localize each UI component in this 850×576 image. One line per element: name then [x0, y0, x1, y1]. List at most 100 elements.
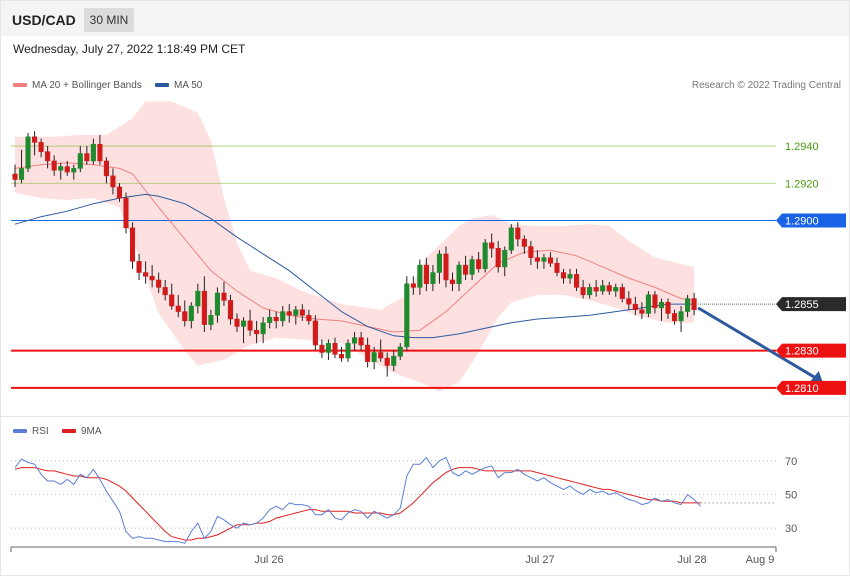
- legend-ma50-label: MA 50: [174, 80, 203, 91]
- legend-ma20-swatch: [13, 83, 27, 88]
- candle-body-93: [619, 287, 625, 299]
- candle-body-51: [345, 342, 351, 359]
- candle-body-102: [678, 311, 684, 322]
- candle-body-3: [32, 136, 38, 143]
- candle-body-40: [273, 316, 279, 322]
- rsi-tick-label-2: 30: [785, 523, 797, 535]
- symbol-label: USD/CAD: [12, 12, 76, 28]
- candle-body-97: [645, 294, 651, 314]
- rsi-9ma-line: [14, 467, 701, 541]
- candle-body-4: [38, 142, 44, 152]
- datetime-label: Wednesday, July 27, 2022 1:18:49 PM CET: [13, 42, 246, 56]
- candle-body-73: [489, 242, 495, 249]
- candles-group: [12, 131, 697, 377]
- candle-body-33: [227, 300, 234, 320]
- candle-body-92: [613, 287, 619, 292]
- candle-body-48: [325, 342, 331, 353]
- level-tag-4: [776, 343, 846, 358]
- candle-body-24: [169, 294, 175, 307]
- level-tag-text-2: 1.2900: [785, 215, 819, 227]
- candle-body-34: [234, 318, 240, 327]
- candle-body-66: [443, 253, 449, 281]
- candle-body-15: [110, 175, 116, 188]
- candle-body-91: [606, 285, 612, 292]
- candle-body-81: [541, 257, 547, 262]
- candle-body-55: [371, 352, 377, 363]
- candle-body-79: [528, 246, 534, 258]
- level-tag-text-5: 1.2810: [785, 383, 819, 395]
- legend-ma50-swatch: [155, 83, 169, 88]
- x-axis-label-3: Aug 9: [746, 554, 775, 566]
- legend-ma20: MA 20 + Bollinger Bands: [13, 80, 142, 91]
- candle-body-28: [195, 290, 201, 307]
- chart-header: USD/CAD 30 MIN: [1, 1, 849, 36]
- candle-body-96: [639, 309, 645, 314]
- candle-body-63: [423, 264, 429, 284]
- candle-body-104: [691, 298, 697, 310]
- candle-body-16: [116, 186, 123, 199]
- candle-body-50: [338, 354, 345, 359]
- candle-body-26: [182, 311, 188, 322]
- candle-body-25: [175, 305, 181, 312]
- candle-body-87: [580, 287, 586, 296]
- candle-body-100: [665, 302, 671, 314]
- candle-body-71: [476, 259, 482, 270]
- candle-body-72: [482, 242, 488, 270]
- legend-ma50: MA 50: [155, 80, 202, 91]
- candle-body-38: [260, 322, 266, 335]
- candle-body-29: [201, 290, 207, 325]
- x-axis-label-0: Jul 26: [254, 554, 283, 566]
- candle-body-7: [58, 166, 64, 171]
- candle-body-11: [84, 153, 90, 162]
- candle-body-32: [221, 292, 227, 301]
- candle-body-90: [600, 285, 606, 292]
- candle-body-30: [208, 315, 214, 325]
- candle-body-14: [103, 160, 109, 177]
- projection-arrow-line: [697, 306, 817, 380]
- rsi-tick-label-0: 70: [785, 456, 797, 468]
- candle-body-47: [319, 344, 325, 353]
- candle-body-64: [430, 272, 436, 284]
- level-tag-5: [776, 380, 846, 395]
- candle-body-20: [143, 272, 149, 277]
- candle-body-45: [306, 315, 312, 322]
- candle-body-62: [417, 264, 423, 288]
- candle-body-41: [280, 311, 286, 322]
- candle-body-44: [299, 309, 305, 316]
- legend-rsi: RSI: [13, 426, 49, 437]
- candle-body-6: [51, 160, 57, 171]
- candle-body-36: [247, 320, 253, 331]
- level-tag-text-3: 1.2855: [785, 299, 819, 311]
- candle-body-52: [352, 337, 358, 344]
- level-tag-3: [776, 297, 846, 312]
- candle-body-95: [632, 303, 638, 310]
- candle-body-75: [502, 249, 508, 268]
- level-tag-text-0: 1.2940: [785, 141, 819, 153]
- candle-body-70: [469, 259, 475, 275]
- candle-body-0: [12, 173, 18, 180]
- candle-body-83: [554, 262, 560, 273]
- candle-body-43: [293, 309, 299, 316]
- candle-body-46: [312, 320, 318, 346]
- candle-body-60: [404, 283, 410, 348]
- candle-body-74: [495, 248, 501, 268]
- candle-body-85: [567, 274, 573, 279]
- candle-body-13: [97, 143, 103, 162]
- candle-body-23: [162, 287, 168, 296]
- legend-9ma-swatch: [62, 429, 76, 434]
- level-tag-text-4: 1.2830: [785, 346, 819, 358]
- candle-body-69: [463, 264, 469, 275]
- candle-body-10: [77, 153, 83, 169]
- candle-body-68: [456, 264, 462, 284]
- timeframe-badge[interactable]: 30 MIN: [84, 8, 134, 32]
- level-tag-text-1: 1.2920: [785, 178, 819, 190]
- candle-body-49: [332, 342, 338, 355]
- candle-body-65: [436, 253, 442, 273]
- candle-body-59: [397, 346, 403, 357]
- candle-body-77: [515, 227, 521, 240]
- candle-body-84: [560, 272, 567, 279]
- candle-body-76: [508, 227, 514, 251]
- legend-ma20-label: MA 20 + Bollinger Bands: [32, 80, 142, 91]
- x-axis-label-1: Jul 27: [525, 554, 554, 566]
